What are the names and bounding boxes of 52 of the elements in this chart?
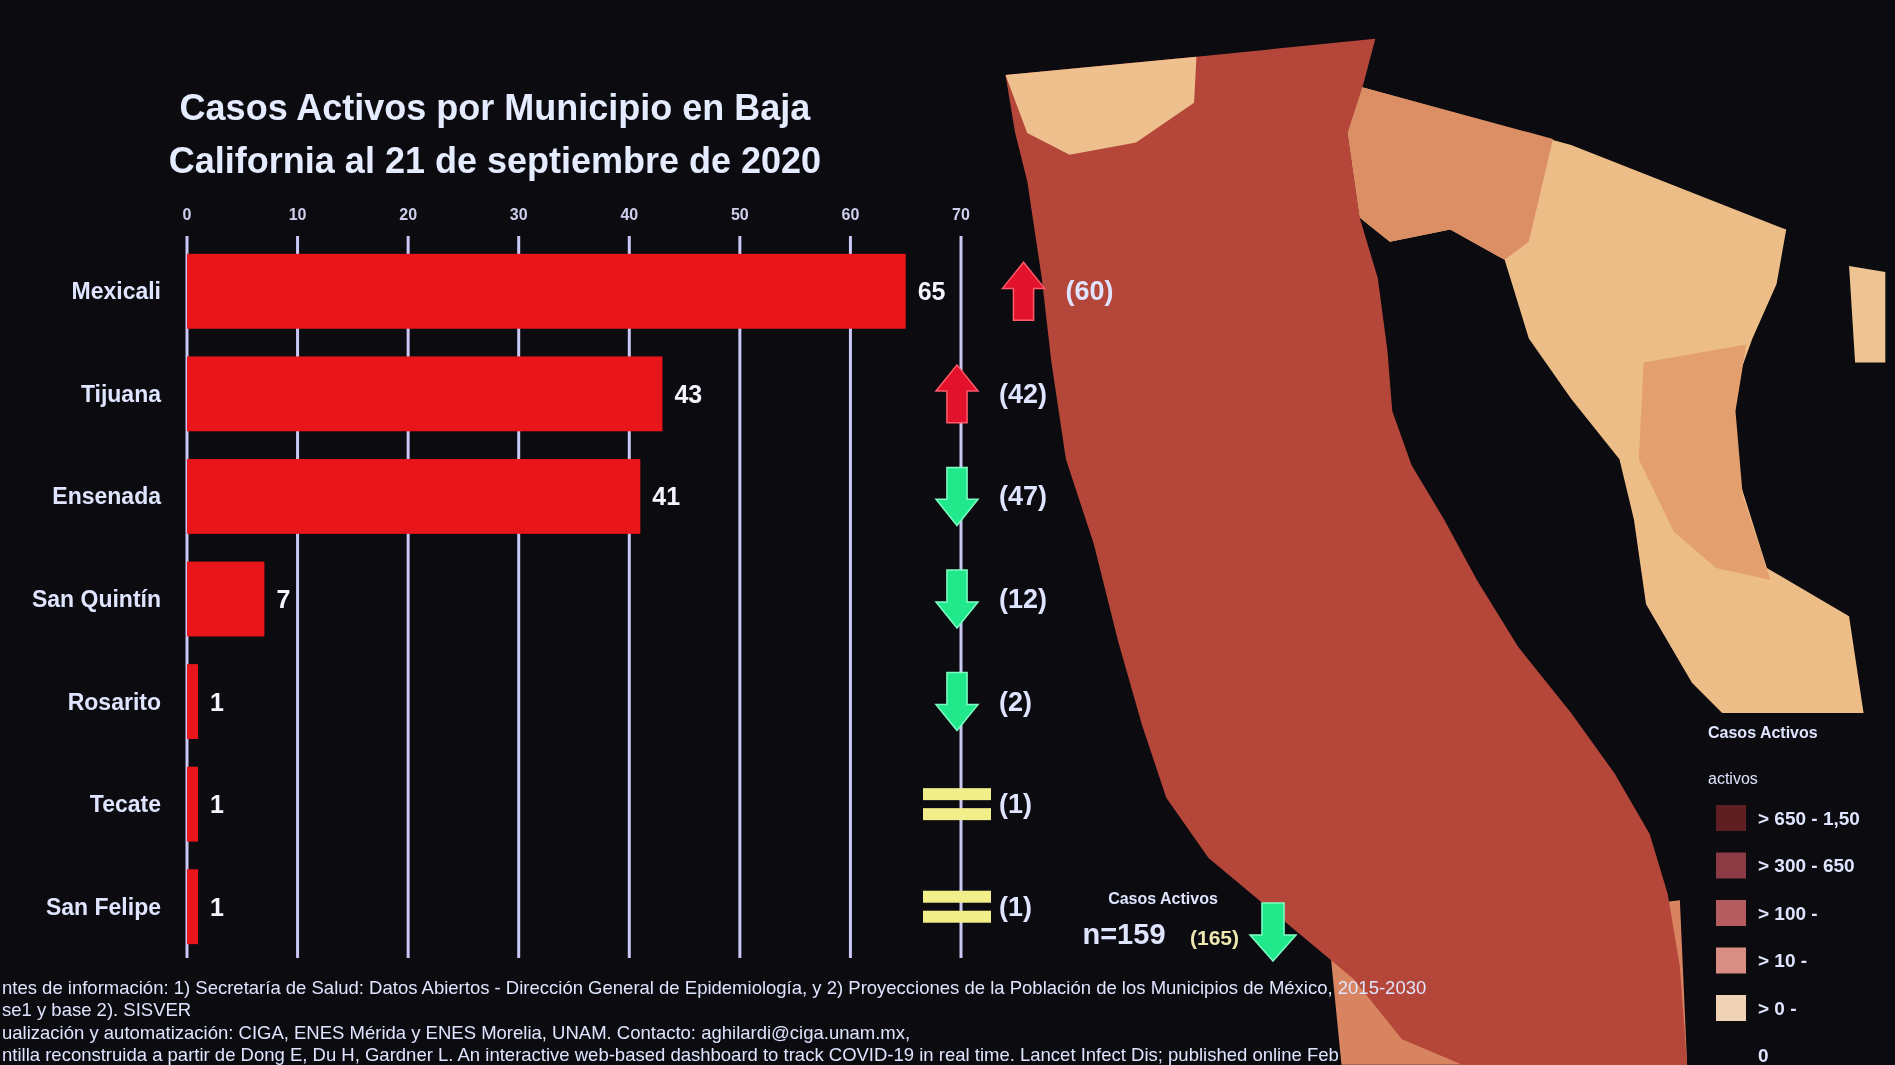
text: ualización y automatización: CIGA, ENES Mérida y ENES Morelia, UNAM. Contacto: aghilardi@ciga.unam.mx,	[2, 1021, 911, 1043]
text: > 650 - 1,50	[1758, 807, 1860, 829]
x-tick-label: 10	[288, 205, 307, 223]
text: ntilla reconstruida a partir de Dong E, Du H, Gardner L. An interactive web-based dashboard to track COVID-19 in real time. Lancet Infect Dis; published online Feb	[2, 1044, 1339, 1065]
text: (2)	[999, 686, 1032, 717]
bar	[187, 664, 199, 740]
bar	[187, 458, 641, 534]
bar	[187, 253, 906, 329]
text: 0	[1758, 1045, 1769, 1065]
data-label: 7	[276, 585, 291, 613]
text: (1)	[999, 789, 1032, 820]
text: > 100 -	[1758, 902, 1818, 924]
text: ntes de información: 1) Secretaría de Salud: Datos Abiertos - Dirección General de Epidemiología, y 2) Proyecciones de la Población de los Municipios de México, 2015-2030	[2, 976, 1427, 998]
chart-title: Casos Activos por Municipio en Baja California al 21 de septiembre de 2020	[168, 86, 822, 181]
text: > 300 - 650	[1758, 855, 1855, 876]
bar	[187, 869, 199, 945]
x-tick-label: 50	[730, 205, 749, 223]
data-label: 1	[210, 687, 225, 716]
y-tick-label: Tijuana	[80, 380, 162, 407]
data-label: 1	[210, 892, 225, 921]
y-tick-label: Rosarito	[67, 688, 161, 715]
text: se1 y base 2). SISVER	[2, 999, 192, 1020]
y-tick-label: Tecate	[89, 791, 161, 818]
data-label: 65	[917, 277, 946, 306]
x-tick-label: 30	[509, 205, 528, 223]
x-tick-label: 40	[620, 205, 639, 223]
text: (60)	[1065, 276, 1114, 307]
y-tick-label: San Felipe	[45, 893, 161, 920]
text: Casos Activos	[1708, 723, 1818, 741]
bar	[187, 766, 199, 842]
text: (1)	[999, 891, 1032, 922]
y-tick-label: Mexicali	[71, 278, 161, 305]
text: (165)	[1190, 925, 1240, 949]
x-tick-label: 0	[182, 205, 192, 223]
text: activos	[1708, 769, 1758, 787]
x-tick-label: 20	[399, 205, 418, 223]
y-tick-label: San Quintín	[31, 586, 161, 612]
text: > 0 -	[1758, 997, 1797, 1019]
bar	[187, 356, 663, 432]
text: (47)	[999, 481, 1048, 512]
text: (42)	[999, 378, 1048, 409]
data-label: 43	[674, 379, 703, 408]
text: Casos Activos	[1108, 889, 1218, 907]
y-tick-label: Ensenada	[52, 483, 162, 510]
bar	[187, 561, 265, 637]
data-label: 1	[210, 790, 225, 819]
text: n=159	[1082, 918, 1166, 950]
text: > 10 -	[1758, 950, 1808, 971]
x-tick-label: 60	[841, 205, 860, 223]
text: (12)	[999, 584, 1048, 614]
data-label: 41	[652, 482, 681, 511]
x-tick-label: 70	[952, 205, 970, 223]
